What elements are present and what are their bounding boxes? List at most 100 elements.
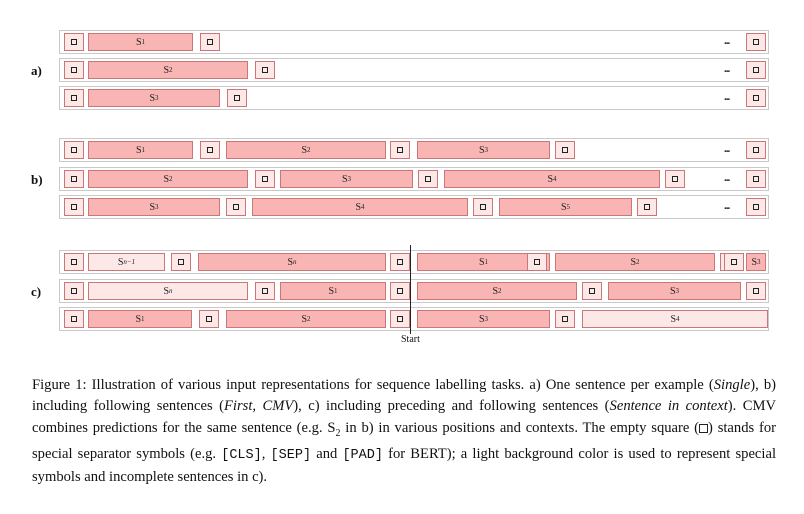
separator-token xyxy=(64,141,84,159)
sentence-label: S xyxy=(135,313,142,325)
sentence-index: n xyxy=(293,258,297,266)
input-sequence-row: S 1 S 2 S 3... xyxy=(59,138,769,162)
sentence-label: S xyxy=(670,313,677,325)
separator-token xyxy=(390,141,410,159)
empty-square-icon xyxy=(206,316,212,322)
empty-square-icon xyxy=(234,95,240,101)
ellipsis: ... xyxy=(724,63,730,75)
sentence-label: S xyxy=(163,173,170,185)
empty-square-icon xyxy=(753,67,759,73)
separator-token xyxy=(746,198,766,216)
empty-square-icon xyxy=(233,204,239,210)
separator-token xyxy=(418,170,438,188)
sentence-index: 2 xyxy=(307,315,311,323)
sentence-label: S xyxy=(149,92,156,104)
separator-token xyxy=(255,170,275,188)
empty-square-icon xyxy=(397,147,403,153)
ellipsis: ... xyxy=(724,172,730,184)
separator-token xyxy=(226,198,246,216)
caption-text: ), b) including following sentences ( xyxy=(32,376,776,415)
sentence-index: n xyxy=(169,287,173,295)
sentence-index: 3 xyxy=(155,94,159,102)
separator-token xyxy=(665,170,685,188)
separator-token xyxy=(64,61,84,79)
caption-emphasis: Sentence in context xyxy=(609,398,728,415)
sentence-index: 2 xyxy=(498,287,502,295)
caption-subscript: 2 xyxy=(335,427,341,439)
ellipsis: ... xyxy=(724,35,730,47)
sentence-index: 5 xyxy=(566,203,571,211)
sentence-label: S xyxy=(751,256,758,268)
sentence-label: S xyxy=(355,201,362,213)
caption-text: , xyxy=(261,446,271,462)
separator-token xyxy=(199,310,219,328)
empty-square-icon xyxy=(753,147,759,153)
separator-token xyxy=(527,253,547,271)
empty-square-icon xyxy=(207,39,213,45)
input-sequence-row: S 3 S 4 S 5... xyxy=(59,195,769,219)
ellipsis: ... xyxy=(724,200,730,212)
separator-token xyxy=(555,141,575,159)
separator-token xyxy=(582,282,602,300)
separator-token xyxy=(64,170,84,188)
empty-square-icon xyxy=(644,204,650,210)
separator-token xyxy=(64,33,84,51)
empty-square-icon xyxy=(71,176,77,182)
input-sequence-row: S 2 S 3 S 4... xyxy=(59,167,769,191)
empty-square-icon xyxy=(753,288,759,294)
ellipsis: ... xyxy=(724,143,730,155)
sentence-index: 3 xyxy=(155,203,159,211)
empty-square-icon xyxy=(397,316,403,322)
sentence-label: S xyxy=(478,313,485,325)
sentence-index: n−1 xyxy=(123,258,136,266)
empty-square-icon xyxy=(71,147,77,153)
separator-token xyxy=(255,61,275,79)
sentence-index: 2 xyxy=(307,146,311,154)
separator-token xyxy=(746,141,766,159)
sentence-label: S xyxy=(117,256,124,268)
separator-token xyxy=(746,170,766,188)
sentence-index: 4 xyxy=(676,315,680,323)
separator-token xyxy=(200,141,220,159)
sentence-index: 1 xyxy=(141,315,145,323)
separator-token xyxy=(171,253,191,271)
start-line xyxy=(410,245,411,334)
sentence-index: 1 xyxy=(334,287,338,295)
caption-emphasis: Single xyxy=(713,376,751,393)
sentence-label: S xyxy=(478,256,485,268)
caption-text: ). CMV combines predictions for the same… xyxy=(32,398,777,436)
input-sequence-row: S 3... xyxy=(59,86,769,110)
empty-square-icon xyxy=(71,95,77,101)
empty-square-icon xyxy=(534,259,540,265)
input-sequence-row: S 2... xyxy=(59,58,769,82)
sentence-index: 3 xyxy=(757,258,761,266)
empty-square-icon xyxy=(425,176,431,182)
empty-square-icon xyxy=(731,259,737,265)
empty-square-icon xyxy=(262,288,268,294)
sentence-label: S xyxy=(163,285,170,297)
sentence-label: S xyxy=(328,285,335,297)
empty-square-icon xyxy=(753,176,759,182)
empty-square-icon xyxy=(589,288,595,294)
sentence-label: S xyxy=(492,285,499,297)
empty-square-icon xyxy=(262,67,268,73)
sentence-index: 3 xyxy=(675,287,680,295)
separator-token xyxy=(227,89,247,107)
sentence-label: S xyxy=(135,144,142,156)
separator-token xyxy=(555,310,575,328)
empty-square-icon xyxy=(480,204,486,210)
